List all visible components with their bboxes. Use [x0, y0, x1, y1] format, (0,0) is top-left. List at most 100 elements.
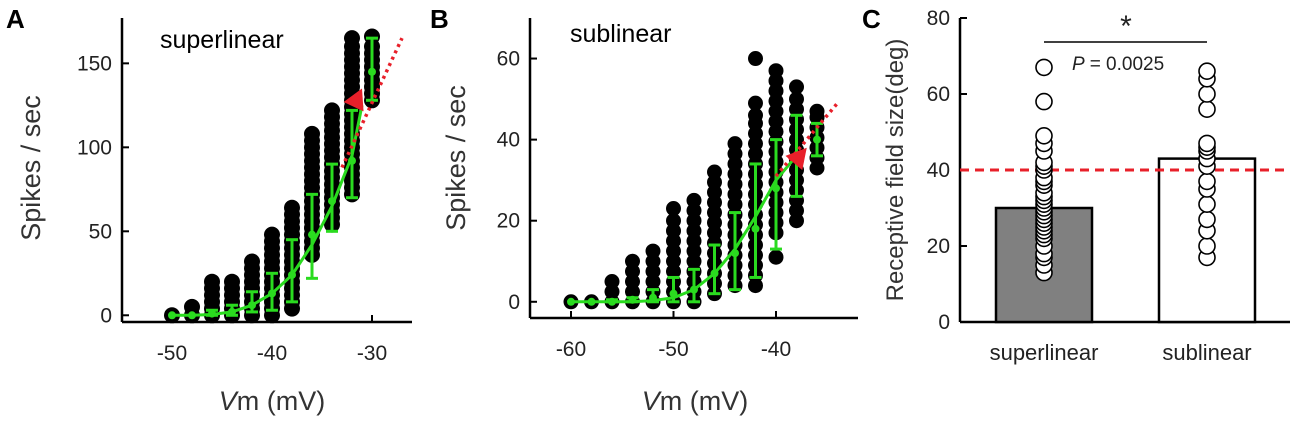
- panel-c-letter: C: [862, 4, 881, 34]
- x-tick-label: -40: [761, 338, 791, 361]
- y-tick-label: 40: [927, 159, 950, 182]
- panel-b-letter: B: [430, 4, 449, 34]
- x-tick-label: -60: [556, 338, 586, 361]
- arrow-head: [343, 88, 364, 112]
- panel-a-yticks: 0 50 100 150: [77, 52, 129, 327]
- scatter-point: [284, 199, 300, 216]
- p-value-number: = 0.0025: [1090, 54, 1165, 75]
- data-point: [1198, 62, 1216, 80]
- panel-a-chart: A superlinear Spikes / sec Vm (mV) 0 50 10…: [6, 4, 412, 416]
- scatter-point: [604, 274, 620, 290]
- data-point: [1035, 92, 1053, 111]
- scatter-point: [727, 136, 743, 152]
- mean-marker: [813, 135, 821, 144]
- scatter-point: [768, 249, 784, 265]
- panel-b-chart: B sublinear Spikes / sec Vm (mV) 0 20 40 60…: [430, 4, 858, 416]
- data-point: [1198, 134, 1216, 153]
- fit-curve: [571, 154, 798, 304]
- scatter-point: [324, 102, 340, 119]
- data-point: [1198, 237, 1216, 255]
- scatter-point: [364, 28, 380, 45]
- scatter-point: [666, 213, 681, 229]
- scatter-point: [748, 95, 763, 111]
- scatter-point: [184, 298, 200, 315]
- y-tick-label: 60: [497, 48, 520, 71]
- data-point: [1198, 85, 1216, 103]
- y-tick-label: 80: [927, 7, 950, 30]
- scatter-point: [204, 273, 220, 290]
- y-tick-label: 150: [77, 52, 112, 75]
- panel-b-xlabel: Vm (mV): [642, 386, 749, 416]
- p-value-italic: P: [1072, 54, 1085, 75]
- data-point: [1198, 195, 1216, 213]
- panel-b-xlabel-v: V: [642, 386, 663, 416]
- x-tick-label: -50: [658, 338, 688, 361]
- panel-c-chart: C Receptive field size(deg) 0 20 40 60 80 su…: [862, 4, 1290, 365]
- y-tick-label: 40: [497, 129, 520, 152]
- data-point: [1198, 210, 1216, 229]
- y-tick-label: 100: [77, 136, 112, 159]
- panel-a-letter: A: [6, 4, 25, 34]
- panel-b-xlabel-unit: m (mV): [660, 386, 748, 416]
- scatter-point: [344, 30, 360, 47]
- scatter-point: [244, 253, 260, 270]
- panel-b-yticks: 0 20 40 60: [497, 48, 537, 314]
- y-tick-label: 0: [100, 304, 112, 327]
- scatter-point: [625, 253, 640, 269]
- extrapolation-dashed-line: [774, 102, 839, 178]
- panel-c-bars: [994, 157, 1257, 324]
- y-tick-label: 50: [89, 220, 112, 243]
- p-value-label: P = 0.0025: [1072, 54, 1164, 75]
- panel-a-xlabel-v: V: [219, 386, 240, 416]
- x-tick-label: -40: [257, 342, 287, 365]
- scatter-point: [224, 273, 240, 290]
- scatter-point: [789, 79, 804, 95]
- x-tick-label: -50: [157, 342, 187, 365]
- data-point: [1198, 172, 1216, 191]
- panel-b-xticks: -60 -50 -40: [556, 311, 791, 361]
- scatter-point: [748, 107, 763, 123]
- panel-b-fit: [571, 102, 839, 304]
- scatter-point: [768, 63, 784, 79]
- mean-marker: [368, 67, 376, 76]
- scatter-point: [748, 51, 763, 67]
- data-point: [1198, 100, 1216, 118]
- y-tick-label: 20: [927, 235, 950, 258]
- panel-b-title: sublinear: [570, 20, 671, 48]
- panel-b-ylabel: Spikes / sec: [441, 85, 471, 231]
- scatter-point: [304, 125, 320, 142]
- panel-a-xlabel-unit: m (mV): [237, 386, 325, 416]
- panel-a-xlabel: Vm (mV): [219, 386, 326, 416]
- scatter-point: [809, 103, 825, 119]
- panel-a-title: superlinear: [160, 26, 284, 54]
- scatter-point: [645, 243, 661, 259]
- extrapolation-dashed-line: [340, 37, 404, 169]
- x-tick-label: -30: [357, 342, 387, 365]
- panel-c-points: [1035, 58, 1216, 282]
- arrow-head: [785, 147, 807, 171]
- category-label: superlinear: [990, 340, 1099, 365]
- data-point: [1035, 58, 1053, 77]
- scatter-point: [707, 164, 722, 180]
- scatter-point: [264, 226, 280, 243]
- panel-c-ylabel: Receptive field size(deg): [882, 39, 909, 302]
- scatter-point: [789, 91, 804, 107]
- fit-curve: [172, 105, 364, 317]
- y-tick-label: 60: [927, 83, 950, 106]
- data-point: [1035, 127, 1053, 145]
- y-tick-label: 20: [497, 210, 520, 233]
- mean-marker: [751, 224, 760, 233]
- y-tick-label: 0: [938, 311, 950, 334]
- y-tick-label: 0: [508, 291, 520, 314]
- panel-c-yticks: 0 20 40 60 80: [927, 7, 967, 334]
- panel-a-errorbars: [168, 36, 378, 320]
- category-label: sublinear: [1162, 340, 1251, 365]
- significance-star: *: [1120, 10, 1132, 43]
- scatter-point: [686, 192, 702, 208]
- mean-marker: [308, 230, 316, 239]
- panel-a-ylabel: Spikes / sec: [16, 95, 46, 241]
- panel-c-categories: superlinear sublinear: [990, 340, 1252, 365]
- panel-a-fit: [172, 37, 404, 317]
- scatter-point: [666, 201, 681, 217]
